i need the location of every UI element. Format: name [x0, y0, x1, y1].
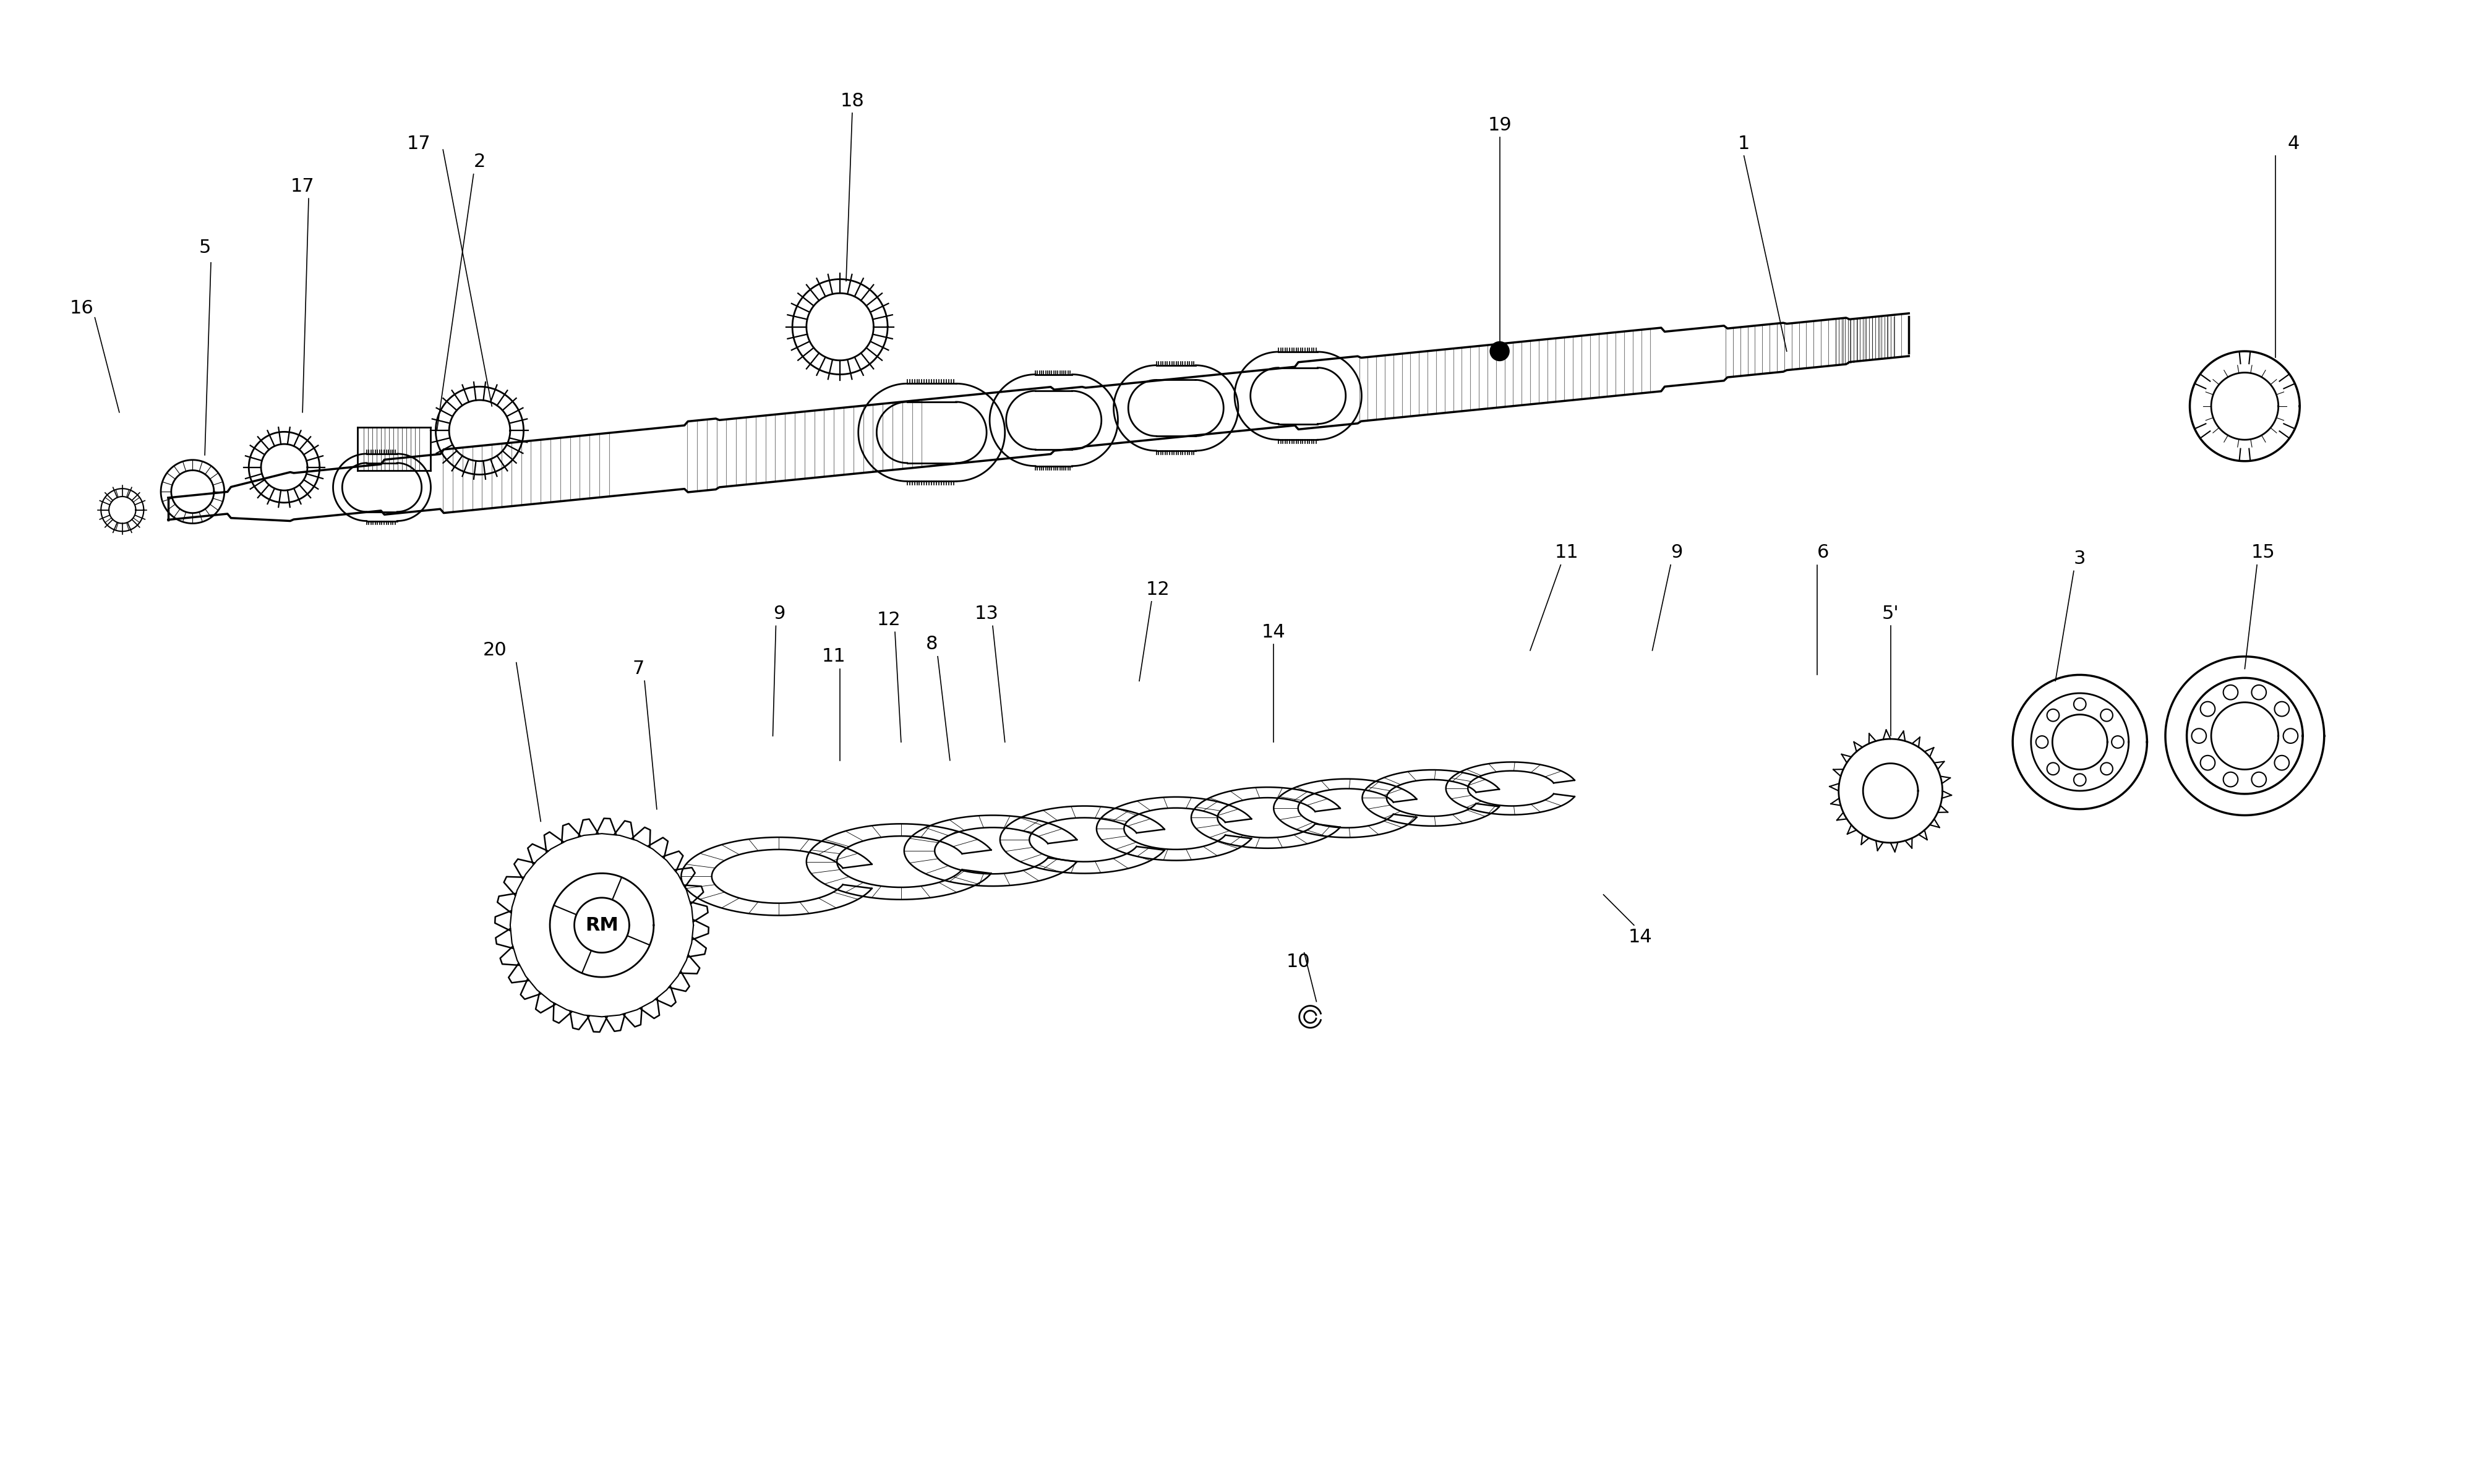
Text: 14: 14	[1628, 929, 1653, 947]
Text: 6: 6	[1818, 543, 1828, 561]
Text: 20: 20	[482, 641, 507, 659]
Text: 14: 14	[1262, 623, 1286, 641]
Text: 5': 5'	[1883, 605, 1900, 623]
Circle shape	[1489, 341, 1509, 361]
Text: 11: 11	[821, 647, 846, 665]
Text: 18: 18	[841, 92, 863, 110]
Text: 17: 17	[289, 178, 314, 196]
Text: 4: 4	[2288, 135, 2301, 153]
Text: 8: 8	[925, 635, 938, 653]
Text: 2: 2	[473, 153, 485, 171]
Text: 9: 9	[1670, 543, 1682, 561]
Text: 12: 12	[1145, 580, 1170, 598]
Text: 15: 15	[2251, 543, 2276, 561]
Text: 3: 3	[2073, 551, 2086, 568]
Text: 12: 12	[876, 611, 901, 629]
Text: 7: 7	[633, 660, 643, 678]
Text: RM: RM	[586, 916, 618, 933]
Text: 5: 5	[198, 239, 210, 257]
Text: 13: 13	[975, 605, 999, 623]
Text: 9: 9	[772, 605, 784, 623]
Text: 1: 1	[1737, 135, 1749, 153]
Text: 16: 16	[69, 300, 94, 318]
Text: 19: 19	[1487, 116, 1512, 134]
Text: 10: 10	[1286, 953, 1311, 971]
Text: 11: 11	[1554, 543, 1578, 561]
Text: 17: 17	[406, 135, 430, 153]
